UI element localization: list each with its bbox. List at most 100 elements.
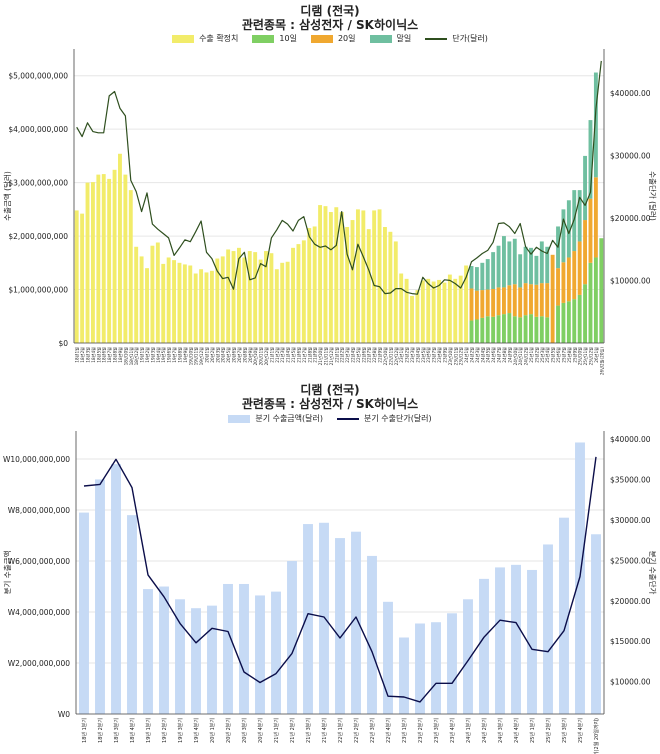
x-tick-label: 25년6월 <box>555 347 562 363</box>
x-tick-label: 22년11월 <box>387 347 394 366</box>
bar-day20 <box>518 287 523 318</box>
bar-day10 <box>523 315 528 343</box>
x-tick-label: 25년9월 <box>571 347 578 363</box>
bar-month-end <box>485 259 490 290</box>
bar-month-end <box>539 241 544 284</box>
x-tick-label: 22년6월 <box>360 347 367 363</box>
bar-quarter-amount <box>207 605 217 714</box>
bar-day20 <box>539 283 544 317</box>
y-tick-label: W4,000,000,000 <box>8 608 71 617</box>
x-tick-label: 19년12월 <box>198 347 205 366</box>
x-tick-label: 24년2월 <box>469 347 476 363</box>
x-tick-label: 22년3월 <box>344 347 351 363</box>
bar-day10 <box>583 284 588 343</box>
chart-title: 디램 (전국) <box>300 383 360 397</box>
bar-confirmed <box>123 174 128 343</box>
x-tick-label: 19년 3분기 <box>177 718 184 743</box>
bar-day10 <box>512 316 517 343</box>
x-tick-label: 24년3월 <box>474 347 481 363</box>
x-tick-label: 23년9월 <box>441 347 448 363</box>
bar-confirmed <box>161 263 166 343</box>
x-tick-label: 21년 3분기 <box>305 718 312 743</box>
x-tick-label: 19년 4분기 <box>193 718 200 743</box>
legend-label: 분기 수출금액(달러) <box>255 414 323 423</box>
bar-day10 <box>518 317 523 343</box>
bar-day20 <box>561 262 566 303</box>
bar-confirmed <box>90 182 95 343</box>
unit-price-line <box>76 60 602 295</box>
bar-confirmed <box>215 258 220 343</box>
x-tick-label: 18년5월 <box>95 347 102 363</box>
x-tick-label: 24년5월 <box>485 347 492 363</box>
bar-month-end <box>491 252 496 290</box>
legend-item-day20: 20일 <box>310 33 356 44</box>
x-tick-label: 24년 4분기 <box>513 718 520 743</box>
bar-confirmed <box>155 242 160 343</box>
legend-swatch <box>310 34 333 43</box>
x-tick-label: 18년 4분기 <box>129 718 136 743</box>
x-tick-label: 22년8월 <box>371 347 378 363</box>
x-tick-label: 23년6월 <box>425 347 432 363</box>
x-tick-label: 22년2월 <box>339 347 346 363</box>
bar-confirmed <box>361 210 366 343</box>
bar-confirmed <box>334 207 339 343</box>
x-tick-label: 25년10월 <box>577 347 584 366</box>
x-tick-label: 24년 1분기 <box>465 718 472 743</box>
x-tick-label: 23년4월 <box>414 347 421 363</box>
bar-day10 <box>491 316 496 343</box>
chart-subtitle: 관련종목 : 삼성전자 / SK하이닉스 <box>241 18 419 32</box>
x-tick-label: 21년 1분기 <box>273 718 280 743</box>
x-tick-label: 25년11월 <box>582 347 589 366</box>
legend-item-unit-price: 단가(달러) <box>425 33 488 44</box>
bar-quarter-amount <box>511 564 521 714</box>
x-tick-label: 22년 3분기 <box>369 718 376 743</box>
x-tick-label: 22년1월 <box>333 347 340 363</box>
x-tick-label: 21년2월 <box>274 347 281 363</box>
bar-confirmed <box>388 231 393 343</box>
bar-confirmed <box>350 220 355 343</box>
bar-day10 <box>593 257 598 343</box>
bar-day20 <box>496 287 501 316</box>
x-tick-label: 19년8월 <box>176 347 183 363</box>
bar-quarter-amount <box>319 522 329 714</box>
bar-confirmed <box>101 174 106 343</box>
bar-confirmed <box>182 264 187 343</box>
bar-day10 <box>502 314 506 343</box>
legend-label: 20일 <box>337 34 356 43</box>
y2-axis-title: 분기 수출단가 <box>648 551 658 595</box>
y-tick-label: $2,000,000,000 <box>8 232 68 241</box>
chart-title: 디램 (전국) <box>300 4 360 18</box>
y-axis-title: 수출금액 (달러) <box>2 171 12 221</box>
bar-day20 <box>480 290 485 318</box>
x-tick-label: 23년5월 <box>420 347 427 363</box>
bar-day10 <box>496 315 501 343</box>
bar-quarter-amount <box>351 531 361 714</box>
legend-item-day10: 10일 <box>252 33 297 44</box>
bar-day20 <box>545 283 550 318</box>
bar-confirmed <box>307 228 312 343</box>
bar-confirmed <box>258 259 263 343</box>
x-tick-label: 23년 2분기 <box>417 718 424 743</box>
x-tick-label: 24년6월 <box>490 347 497 363</box>
x-tick-label: 23년12월 <box>458 347 465 366</box>
x-tick-label: 21년5월 <box>290 347 297 363</box>
legend-label: 수출 확정치 <box>199 34 239 43</box>
x-tick-label: 20년11월 <box>258 347 265 366</box>
x-tick-label: 23년1월 <box>398 347 405 363</box>
x-tick-label: 18년8월 <box>112 347 119 363</box>
bar-confirmed <box>442 282 447 343</box>
x-tick-label: 20년9월 <box>247 347 254 363</box>
x-tick-label: 21년10월 <box>317 347 324 366</box>
x-tick-label: 25년1월 <box>528 347 535 363</box>
x-tick-label: 18년2월 <box>79 347 86 363</box>
bar-month-end <box>561 209 566 263</box>
bar-confirmed <box>237 247 241 343</box>
bar-quarter-amount <box>111 464 121 714</box>
x-tick-label: 20년12월 <box>263 347 270 366</box>
bar-confirmed <box>226 249 231 343</box>
x-tick-label: 19년10월 <box>187 347 194 366</box>
bar-confirmed <box>242 257 247 343</box>
bar-confirmed <box>431 281 436 343</box>
y2-tick-label: $10000.00 <box>610 276 651 285</box>
x-tick-label: 19년 1분기 <box>145 718 152 743</box>
